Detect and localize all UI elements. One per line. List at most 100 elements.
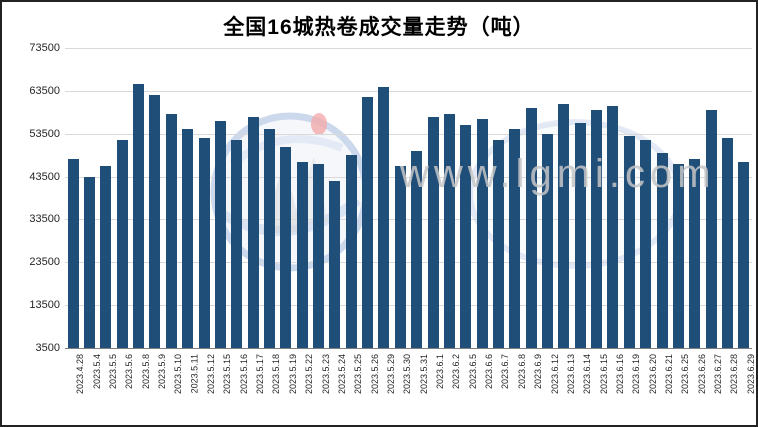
bar-2023.5.10: [165, 114, 177, 348]
x-axis-tick-label: 2023.4.28: [75, 354, 86, 395]
bar-2023.6.7: [492, 140, 504, 348]
x-axis-tick-label: 2023.6.6: [484, 354, 495, 390]
bar-2023.6.13: [558, 103, 570, 348]
bar-2023.5.8: [133, 84, 145, 348]
bar-2023.5.17: [247, 116, 259, 348]
x-axis-tick-label: 2023.6.9: [533, 354, 544, 390]
bar-2023.6.9: [525, 108, 537, 348]
bar-2023.5.9: [149, 95, 161, 348]
bar-2023.5.15: [214, 120, 226, 348]
x-axis-line: [65, 348, 752, 349]
x-axis-tick-label: 2023.5.10: [173, 354, 184, 395]
bar-2023.6.12: [542, 133, 554, 348]
bar-2023.6.8: [509, 129, 521, 348]
gridline: [65, 219, 752, 221]
bar-2023.6.25: [672, 163, 684, 348]
bar-2023.6.29: [738, 161, 750, 348]
y-axis-tick-label: 63500: [29, 84, 60, 97]
gridline: [65, 176, 752, 178]
bar-2023.6.1: [427, 116, 439, 348]
gridline: [65, 48, 752, 49]
x-axis-tick-label: 2023.6.5: [467, 354, 478, 390]
bar-2023.5.5: [100, 165, 112, 348]
x-axis-tick-label: 2023.5.19: [287, 354, 298, 395]
x-axis-tick-label: 2023.6.1: [435, 354, 446, 390]
x-axis-tick-label: 2023.6.16: [614, 354, 625, 395]
x-axis-tick-label: 2023.5.12: [206, 354, 217, 395]
x-axis-tick-label: 2023.5.22: [304, 354, 315, 395]
bar-2023.6.15: [591, 110, 603, 348]
x-axis-tick-label: 2023.5.31: [418, 354, 429, 395]
y-axis-tick-label: 23500: [29, 256, 60, 269]
x-axis-tick-label: 2023.5.17: [255, 354, 266, 395]
x-axis-tick-label: 2023.5.30: [402, 354, 413, 395]
bar-2023.5.31: [411, 150, 423, 348]
y-axis-tick-label: 33500: [29, 213, 60, 226]
bar-2023.4.28: [67, 159, 79, 348]
bar-2023.5.11: [182, 129, 194, 348]
bar-2023.6.26: [689, 159, 701, 348]
x-axis-tick-label: 2023.6.29: [745, 354, 756, 395]
bar-2023.6.16: [607, 105, 619, 348]
x-axis-tick-label: 2023.5.24: [336, 354, 347, 395]
x-axis-tick-label: 2023.5.15: [222, 354, 233, 395]
y-axis-tick-label: 53500: [29, 127, 60, 140]
bar-2023.6.5: [460, 125, 472, 348]
bar-2023.5.30: [394, 165, 406, 348]
x-axis-tick-label: 2023.5.9: [156, 354, 167, 390]
y-axis-tick-label: 73500: [29, 42, 60, 54]
x-axis-tick-label: 2023.5.6: [124, 354, 135, 390]
x-axis-tick-label: 2023.5.18: [271, 354, 282, 395]
bar-2023.5.18: [263, 129, 275, 348]
bar-2023.6.20: [640, 140, 652, 348]
x-axis-tick-label: 2023.6.21: [664, 354, 675, 395]
bar-2023.6.2: [443, 114, 455, 348]
bar-2023.6.28: [721, 138, 733, 348]
bar-2023.5.12: [198, 138, 210, 348]
x-axis-tick-label: 2023.6.20: [647, 354, 658, 395]
x-axis-tick-label: 2023.6.19: [631, 354, 642, 395]
x-axis-tick-label: 2023.5.29: [385, 354, 396, 395]
bar-2023.5.26: [362, 97, 374, 348]
bar-2023.5.19: [280, 146, 292, 348]
x-axis-tick-label: 2023.5.5: [107, 354, 118, 390]
bar-2023.6.14: [574, 123, 586, 348]
x-axis-tick-label: 2023.5.16: [238, 354, 249, 395]
bar-2023.5.29: [378, 86, 390, 348]
x-axis-tick-label: 2023.5.26: [369, 354, 380, 395]
gridline: [65, 305, 752, 307]
x-axis-tick-label: 2023.6.13: [565, 354, 576, 395]
x-axis-tick-label: 2023.5.11: [189, 354, 200, 394]
x-axis-tick-label: 2023.6.26: [696, 354, 707, 395]
gridline: [65, 133, 752, 135]
x-axis-tick-label: 2023.6.15: [598, 354, 609, 395]
bar-2023.5.24: [329, 180, 341, 348]
bar-2023.5.25: [345, 155, 357, 348]
bar-2023.5.16: [231, 140, 243, 348]
chart-title: 全国16城热卷成交量走势（吨）: [223, 16, 535, 39]
bar-2023.5.23: [313, 163, 325, 348]
bar-2023.6.19: [623, 135, 635, 348]
y-axis-tick-label: 3500: [35, 342, 60, 354]
x-axis-tick-label: 2023.6.28: [729, 354, 740, 395]
x-axis-tick-label: 2023.5.23: [320, 354, 331, 395]
bar-2023.6.6: [476, 118, 488, 348]
x-axis-tick-label: 2023.6.8: [516, 354, 527, 390]
x-axis-tick-label: 2023.6.2: [451, 354, 462, 390]
gridline: [65, 90, 752, 92]
y-axis-tick-label: 43500: [29, 170, 60, 183]
gridline: [65, 262, 752, 264]
x-axis-tick-label: 2023.5.25: [353, 354, 364, 395]
x-axis-tick-label: 2023.6.7: [500, 354, 511, 390]
bar-2023.6.21: [656, 153, 668, 348]
bar-2023.6.27: [705, 110, 717, 348]
bar-2023.5.6: [116, 140, 128, 348]
x-axis-tick-label: 2023.6.25: [680, 354, 691, 395]
x-axis-tick-label: 2023.5.4: [91, 354, 102, 390]
x-axis-tick-label: 2023.6.12: [549, 354, 560, 395]
x-axis-tick-label: 2023.5.8: [140, 354, 151, 390]
bar-2023.5.4: [84, 176, 96, 348]
bar-2023.5.22: [296, 161, 308, 348]
x-axis-tick-label: 2023.6.27: [713, 354, 724, 395]
